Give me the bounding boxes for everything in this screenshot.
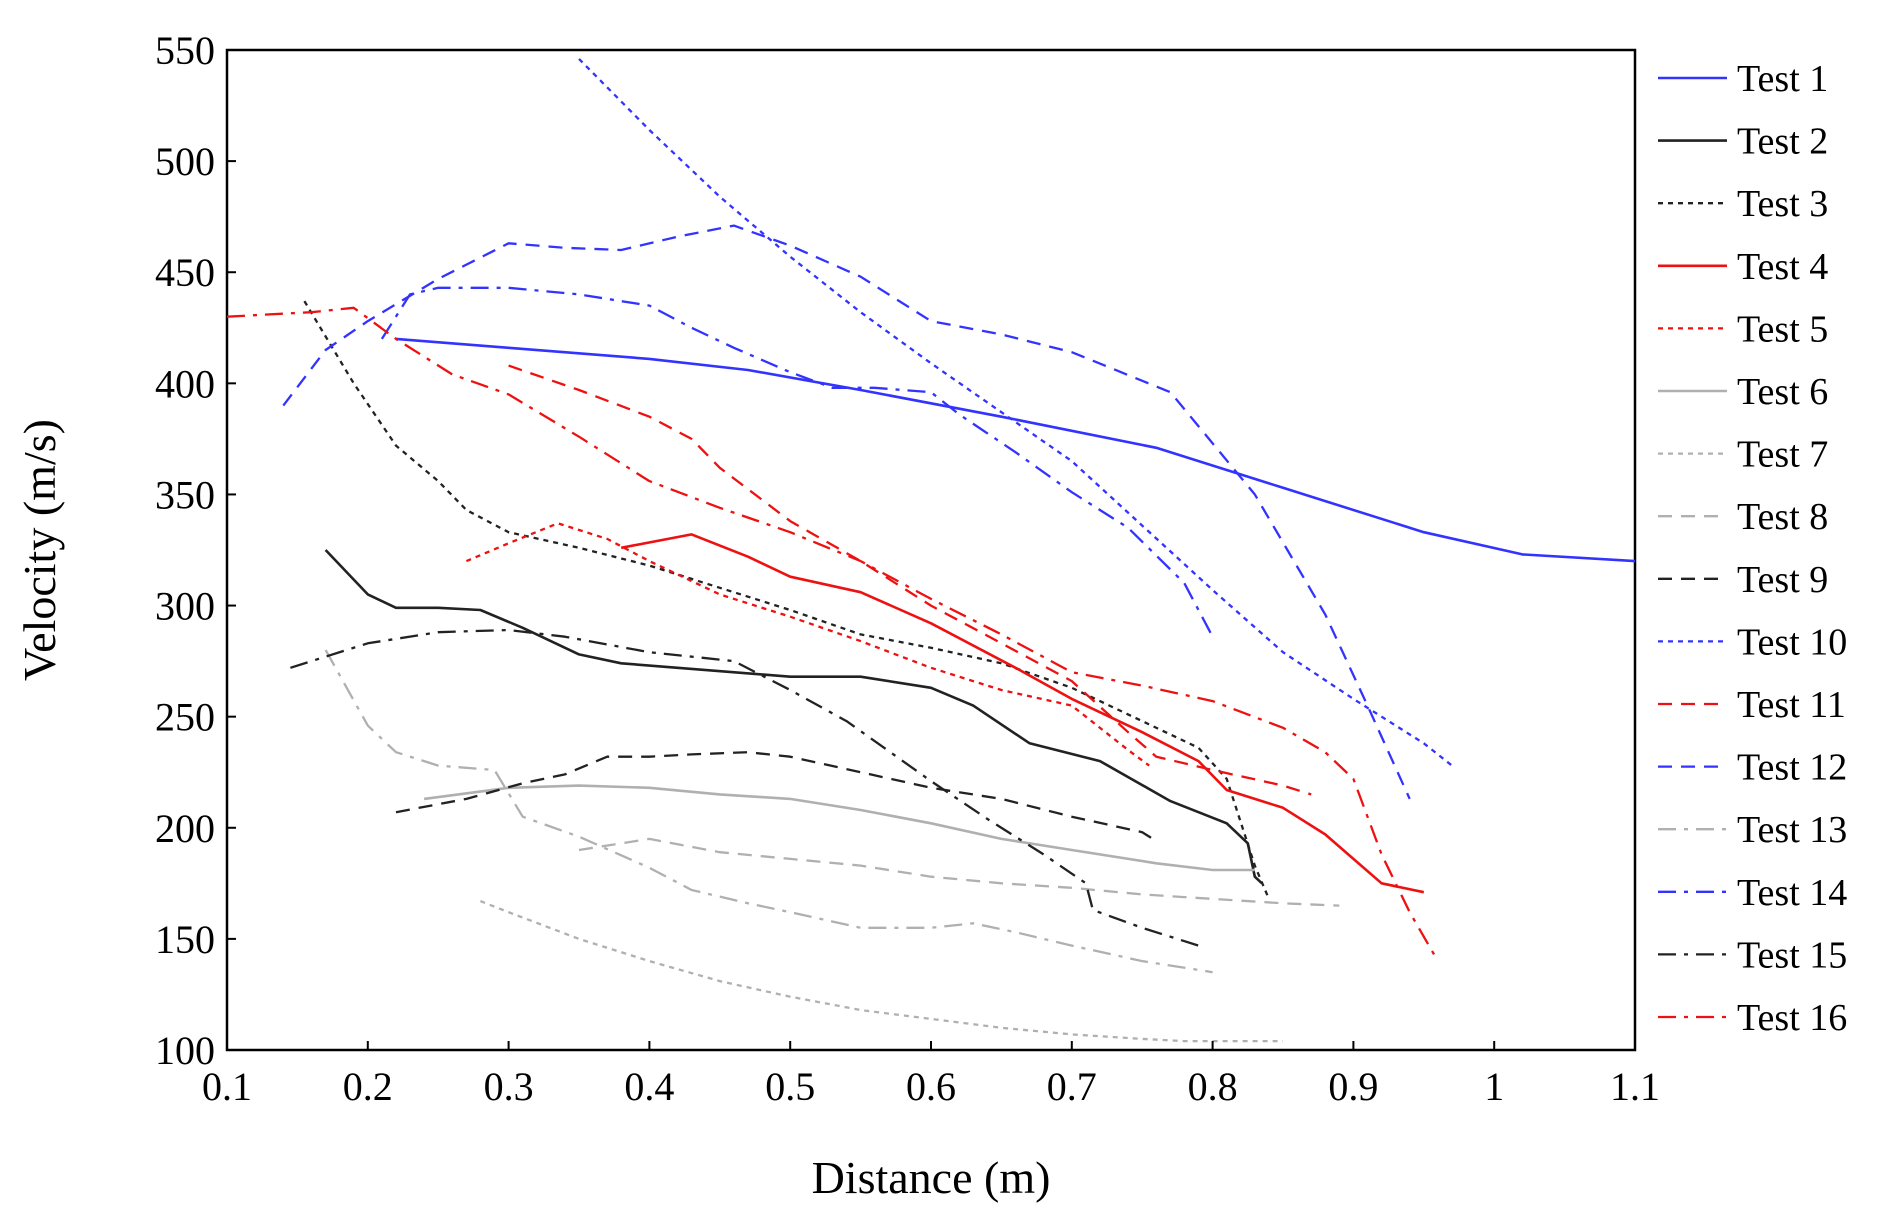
x-tick-label: 0.2 <box>343 1064 393 1109</box>
y-tick-label: 100 <box>155 1028 215 1073</box>
series-line-test-9 <box>395 751 1157 843</box>
series-line-test-13 <box>324 649 1213 974</box>
y-tick-label: 300 <box>155 584 215 629</box>
y-axis-title: Velocity (m/s) <box>14 419 65 681</box>
legend: Test 1 Test 2 Test 3 Test 4 Test 5 Test 6 Test… <box>1658 58 1847 1039</box>
series-line-test-4 <box>620 533 1425 894</box>
x-tick-label: 0.7 <box>1047 1064 1097 1109</box>
x-tick-label: 1.1 <box>1610 1064 1660 1109</box>
series-line-test-2 <box>324 549 1263 885</box>
legend-label-test-10: Test 10 <box>1737 621 1847 663</box>
legend-label-test-7: Test 7 <box>1737 434 1828 476</box>
legend-label-test-16: Test 16 <box>1737 997 1847 1039</box>
series-line-test-10 <box>578 58 1453 767</box>
y-tick-label: 550 <box>155 28 215 73</box>
legend-label-test-1: Test 1 <box>1737 58 1828 100</box>
series-line-test-12 <box>282 224 1411 800</box>
legend-label-test-9: Test 9 <box>1737 559 1828 601</box>
y-tick-label: 200 <box>155 806 215 851</box>
legend-label-test-3: Test 3 <box>1737 183 1828 225</box>
series-line-test-1 <box>395 337 1635 563</box>
y-tick-label: 150 <box>155 917 215 962</box>
series-line-test-15 <box>290 628 1199 947</box>
plot-area <box>225 48 1637 1052</box>
series-line-test-14 <box>380 286 1214 638</box>
series-lines <box>227 58 1635 1043</box>
x-tick-label: 1 <box>1484 1064 1504 1109</box>
y-axis-ticks: 100 150 200 250 300 350 400 450 500 550 <box>155 28 236 1073</box>
legend-label-test-11: Test 11 <box>1737 684 1846 726</box>
y-tick-label: 250 <box>155 695 215 740</box>
x-tick-label: 0.9 <box>1328 1064 1378 1109</box>
plot-frame <box>225 48 1637 1052</box>
series-line-test-11 <box>508 364 1312 796</box>
x-tick-label: 0.8 <box>1188 1064 1238 1109</box>
series-line-test-5 <box>465 522 1150 767</box>
y-tick-label: 500 <box>155 139 215 184</box>
legend-label-test-15: Test 15 <box>1737 934 1847 976</box>
series-line-test-7 <box>479 900 1283 1043</box>
legend-label-test-13: Test 13 <box>1737 809 1847 851</box>
x-tick-label: 0.5 <box>765 1064 815 1109</box>
legend-label-test-14: Test 14 <box>1737 872 1847 914</box>
legend-label-test-4: Test 4 <box>1737 246 1828 288</box>
x-axis-ticks: 0.1 0.2 0.3 0.4 0.5 0.6 0.7 0.8 0.9 1 1.1 <box>202 1041 1660 1109</box>
y-tick-label: 350 <box>155 472 215 517</box>
x-tick-label: 0.3 <box>484 1064 534 1109</box>
y-tick-label: 450 <box>155 250 215 295</box>
y-tick-label: 400 <box>155 361 215 406</box>
legend-label-test-12: Test 12 <box>1737 747 1847 789</box>
legend-label-test-5: Test 5 <box>1737 308 1828 350</box>
legend-label-test-2: Test 2 <box>1737 121 1828 163</box>
legend-label-test-8: Test 8 <box>1737 496 1828 538</box>
series-line-test-6 <box>423 784 1255 872</box>
x-tick-label: 0.1 <box>202 1064 252 1109</box>
legend-label-test-6: Test 6 <box>1737 371 1828 413</box>
series-line-test-16 <box>227 306 1439 962</box>
x-axis-title: Distance (m) <box>812 1152 1051 1203</box>
x-tick-label: 0.6 <box>906 1064 956 1109</box>
x-tick-label: 0.4 <box>624 1064 674 1109</box>
series-line-test-8 <box>578 837 1340 907</box>
